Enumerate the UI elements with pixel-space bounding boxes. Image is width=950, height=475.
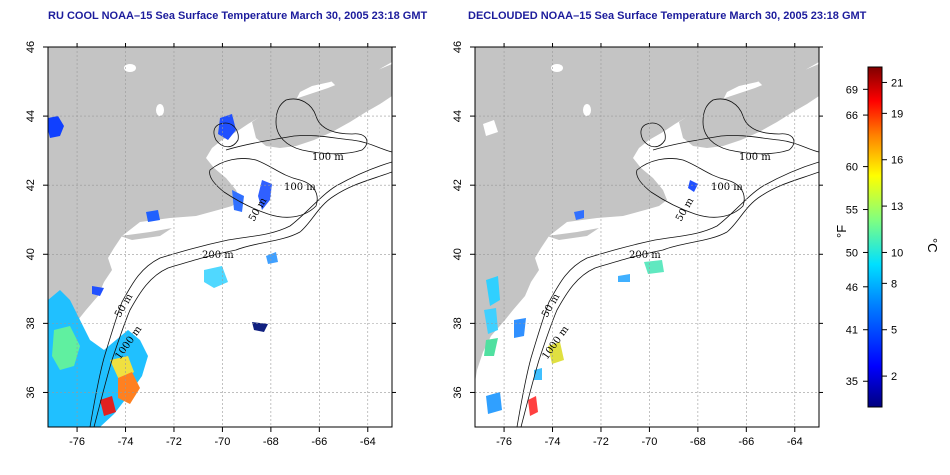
- fahrenheit-tick-label: 41: [846, 325, 858, 337]
- colorbar: 69 66 60 55 50 46 41 35 21 19 16 13 10 8 5 2 °F °C: [834, 66, 940, 408]
- lat-tick-label: 38: [25, 317, 37, 329]
- fahrenheit-tick-label: 69: [846, 84, 858, 96]
- sst-patches: [484, 180, 698, 416]
- contour-label: 100 m: [284, 182, 316, 193]
- celsius-tick-label: 19: [891, 108, 903, 120]
- graticule: [475, 47, 819, 427]
- lat-tick-label: 40: [452, 248, 464, 260]
- lon-tick-label: -64: [787, 436, 803, 448]
- lon-tick-label: -66: [738, 436, 754, 448]
- land-mass: [48, 47, 392, 382]
- left-axes: -76 -74 -72 -70 -68 -66 -64 46 44 42 40 38 36: [25, 41, 396, 448]
- contour-label: 100 m: [711, 182, 743, 193]
- lon-tick-label: -72: [593, 436, 609, 448]
- lon-tick-label: -66: [311, 436, 327, 448]
- lon-tick-label: -76: [496, 436, 512, 448]
- bathymetry-contours: [89, 98, 392, 427]
- fahrenheit-tick-label: 35: [846, 376, 858, 388]
- long-island: [547, 228, 599, 240]
- lon-tick-label: -68: [263, 436, 279, 448]
- celsius-tick-label: 5: [891, 325, 897, 337]
- fahrenheit-tick-label: 66: [846, 110, 858, 122]
- right-axes: -76 -74 -72 -70 -68 -66 -64 46 44 42 40 38 36: [452, 41, 823, 448]
- lon-tick-label: -70: [214, 436, 230, 448]
- celsius-tick-label: 2: [891, 371, 897, 383]
- cape-breton: [757, 66, 809, 90]
- contour-label: 100 m: [312, 152, 344, 163]
- contour-label: 100 m: [739, 152, 771, 163]
- celsius-tick-label: 13: [891, 201, 903, 213]
- celsius-tick-label: 16: [891, 155, 903, 167]
- lat-tick-label: 44: [452, 110, 464, 122]
- celsius-tick-label: 10: [891, 247, 903, 259]
- lon-tick-label: -70: [641, 436, 657, 448]
- lat-tick-label: 36: [25, 386, 37, 398]
- lat-tick-label: 46: [25, 41, 37, 53]
- fahrenheit-tick-label: 55: [846, 205, 858, 217]
- lon-tick-label: -74: [545, 436, 561, 448]
- lat-tick-label: 44: [25, 110, 37, 122]
- fahrenheit-unit-label: °F: [834, 225, 849, 238]
- left-panel-title: RU COOL NOAA–15 Sea Surface Temperature …: [48, 10, 428, 22]
- lon-tick-label: -64: [360, 436, 376, 448]
- lon-tick-label: -74: [118, 436, 134, 448]
- right-map: 100 m 100 m 50 m 200 m 50 m 1000 m -76 -7…: [452, 41, 823, 448]
- lat-tick-label: 36: [452, 386, 464, 398]
- colorbar-gradient: [867, 66, 883, 408]
- right-panel-title: DECLOUDED NOAA–15 Sea Surface Temperatur…: [468, 10, 867, 22]
- fahrenheit-ticks: 69 66 60 55 50 46 41 35: [846, 84, 868, 388]
- cape-cod: [204, 186, 222, 204]
- lon-tick-label: -68: [690, 436, 706, 448]
- lat-tick-label: 38: [452, 317, 464, 329]
- celsius-unit-label: °C: [925, 238, 940, 253]
- fahrenheit-tick-label: 60: [846, 162, 858, 174]
- lon-tick-label: -76: [69, 436, 85, 448]
- contour-label: 200 m: [202, 250, 234, 261]
- fahrenheit-tick-label: 50: [846, 247, 858, 259]
- celsius-tick-label: 21: [891, 77, 903, 89]
- lat-tick-label: 46: [452, 41, 464, 53]
- cape-breton: [330, 66, 382, 90]
- cape-cod: [631, 186, 649, 204]
- lat-tick-label: 40: [25, 248, 37, 260]
- fahrenheit-tick-label: 46: [846, 282, 858, 294]
- land-mass: [475, 47, 819, 382]
- lon-tick-label: -72: [166, 436, 182, 448]
- lat-tick-label: 42: [25, 179, 37, 191]
- lat-tick-label: 42: [452, 179, 464, 191]
- long-island: [120, 228, 172, 240]
- celsius-tick-label: 8: [891, 278, 897, 290]
- left-map: 100 m 100 m 50 m 200 m 50 m 1000 m -76 -7…: [25, 41, 396, 448]
- graticule: [48, 47, 392, 427]
- celsius-ticks: 21 19 16 13 10 8 5 2: [882, 77, 903, 383]
- contour-label: 200 m: [629, 250, 661, 261]
